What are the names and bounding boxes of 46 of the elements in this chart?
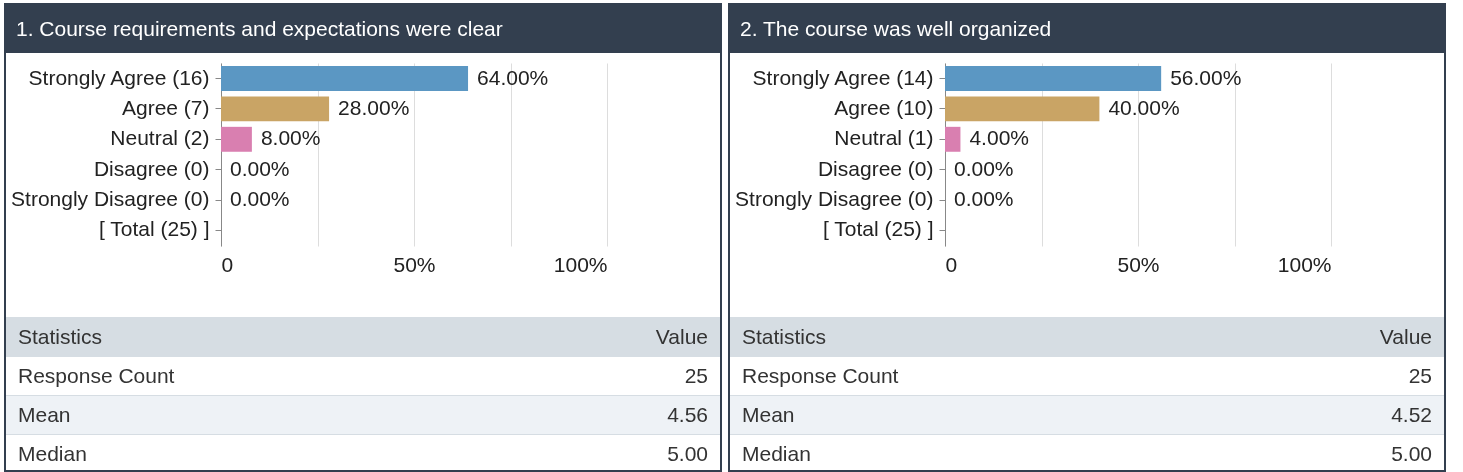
text: 25: [1232, 356, 1444, 396]
data-label: 8.00%: [260, 126, 321, 150]
data-label: 0.00%: [230, 187, 290, 211]
data-label: 4.00%: [969, 126, 1029, 150]
x-tick-label: 0: [221, 252, 234, 276]
x-tick-label: 50%: [393, 252, 436, 276]
y-tick-label: [ Total (25) ]: [99, 217, 210, 241]
data-label: 28.00%: [338, 95, 410, 119]
y-tick-label: Strongly Agree (16): [28, 65, 210, 89]
x-tick-label: 100%: [1277, 252, 1332, 276]
y-tick-label: Disagree (0): [93, 156, 210, 180]
text: Statistics: [730, 317, 1233, 357]
data-label: 0.00%: [230, 156, 290, 180]
data-label: 56.00%: [1170, 65, 1242, 89]
y-tick-label: Strongly Disagree (0): [735, 187, 934, 211]
text: Value: [508, 317, 720, 357]
text: 4.56: [508, 395, 720, 435]
data-label: 64.00%: [477, 65, 549, 89]
y-tick-label: Agree (10): [834, 95, 934, 119]
text: Response Count: [730, 356, 1233, 396]
text: 5.00: [1232, 434, 1444, 472]
y-tick-label: Disagree (0): [817, 156, 934, 180]
y-tick-label: Neutral (1): [834, 126, 934, 150]
text: 4.52: [1232, 395, 1444, 435]
chart-title: 1. Course requirements and expectations were clear: [6, 5, 720, 53]
chart-title: 2. The course was well organized: [730, 5, 1444, 53]
data-label: 40.00%: [1108, 95, 1180, 119]
y-tick-label: [ Total (25) ]: [823, 217, 934, 241]
data-label: 0.00%: [954, 187, 1014, 211]
x-tick-label: 100%: [553, 252, 608, 276]
x-tick-label: 0: [945, 252, 958, 276]
text: Value: [1232, 317, 1444, 357]
text: 25: [508, 356, 720, 396]
text: Median: [6, 434, 509, 472]
y-tick-label: Strongly Disagree (0): [11, 187, 210, 211]
text: Response Count: [6, 356, 509, 396]
text: Mean: [6, 395, 509, 435]
x-tick-label: 50%: [1117, 252, 1160, 276]
text: Statistics: [6, 317, 509, 357]
text: 5.00: [508, 434, 720, 472]
text: Mean: [730, 395, 1233, 435]
y-tick-label: Neutral (2): [110, 126, 210, 150]
text: Median: [730, 434, 1233, 472]
y-tick-label: Agree (7): [121, 95, 210, 119]
y-tick-label: Strongly Agree (14): [752, 65, 934, 89]
data-label: 0.00%: [954, 156, 1014, 180]
